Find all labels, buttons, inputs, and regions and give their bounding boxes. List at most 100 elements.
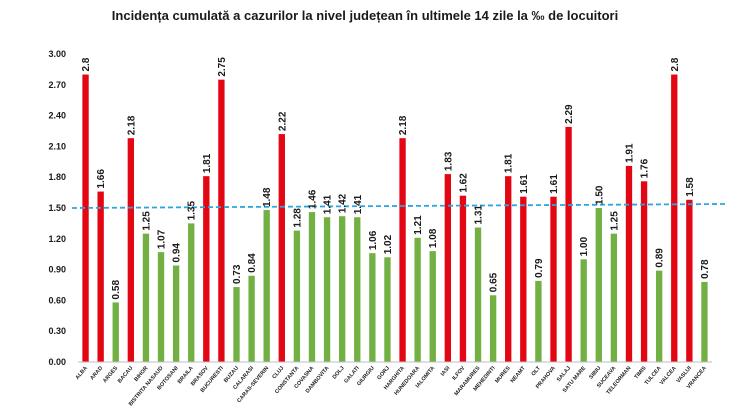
data-label: 1.28 [292, 208, 303, 228]
data-label: 1.06 [368, 230, 379, 250]
y-tick-label: 0.30 [48, 326, 66, 336]
bar [127, 138, 134, 362]
data-label: 1.25 [609, 211, 620, 231]
bar [112, 302, 119, 362]
bar [550, 196, 557, 362]
bar [142, 233, 150, 362]
y-tick-label: 3.00 [48, 49, 66, 59]
threshold-line [71, 203, 727, 209]
data-label: 1.58 [685, 177, 696, 197]
bar [580, 259, 587, 362]
bar [323, 217, 331, 362]
data-label: 1.41 [323, 194, 334, 214]
y-tick-label: 1.50 [48, 203, 66, 213]
x-tick-label: DOLJ [332, 365, 346, 380]
bar [595, 208, 602, 362]
bar [459, 195, 467, 362]
bar [535, 280, 542, 362]
bar [354, 217, 361, 362]
bar [97, 191, 104, 362]
bar [414, 237, 421, 362]
data-label: 1.62 [458, 173, 469, 193]
bar [369, 253, 376, 362]
bar [233, 287, 240, 362]
data-label: 1.08 [428, 228, 439, 248]
y-tick-label: 0.90 [48, 265, 66, 275]
bar [248, 275, 255, 362]
y-tick-label: 2.10 [48, 141, 66, 151]
data-label: 1.07 [157, 229, 168, 249]
x-tick-label: ALBA [75, 365, 89, 381]
data-label: 0.73 [232, 264, 243, 284]
data-label: 1.31 [474, 205, 485, 225]
chart-title: Incidența cumulată a cazurilor la nivel … [112, 8, 618, 23]
data-label: 1.66 [96, 169, 107, 189]
data-label: 1.81 [202, 153, 213, 173]
bar [625, 165, 633, 362]
y-tick-label: 0.60 [48, 295, 66, 305]
x-tick-label: MURES [494, 365, 512, 384]
data-label: 1.41 [353, 194, 364, 214]
data-label: 2.75 [217, 57, 228, 77]
data-label: 0.58 [111, 280, 122, 300]
x-tick-label: NEAMT [510, 365, 528, 384]
data-label: 1.42 [338, 193, 349, 213]
bar [82, 74, 89, 362]
data-label: 1.76 [640, 158, 651, 178]
bar [505, 176, 512, 362]
data-label: 0.78 [700, 259, 711, 279]
data-label: 1.61 [519, 174, 530, 194]
y-tick-label: 0.00 [48, 357, 66, 367]
data-label: 1.25 [141, 211, 152, 231]
x-tick-label: GORJ [376, 365, 391, 381]
data-label: 0.94 [172, 243, 183, 263]
bar [444, 174, 451, 362]
data-label: 2.8 [81, 57, 92, 71]
data-label: 1.83 [443, 151, 454, 171]
data-label: 0.84 [247, 253, 258, 273]
x-tick-label: TIMIS [634, 365, 648, 380]
bar [686, 199, 693, 362]
y-axis: 0.00 0.30 0.60 0.90 1.20 1.50 1.80 2.10 2.40 2.70… [48, 49, 66, 367]
data-label: 2.18 [126, 115, 137, 135]
bar [384, 257, 391, 362]
data-label: 1.48 [262, 187, 273, 207]
y-tick-label: 1.80 [48, 172, 66, 182]
y-tick-label: 2.70 [48, 80, 66, 90]
bar [701, 281, 708, 362]
data-label: 1.81 [504, 153, 515, 173]
data-label: 0.89 [655, 248, 666, 268]
x-tick-label: CLUJ [271, 365, 285, 380]
bar [565, 126, 572, 362]
x-tick-label: OLT [531, 365, 543, 377]
bar [172, 265, 180, 362]
bar [339, 216, 346, 362]
bar [399, 138, 406, 362]
bars [82, 74, 708, 363]
y-tick-label: 2.40 [48, 111, 66, 121]
data-label: 0.79 [534, 258, 545, 278]
data-label: 2.29 [564, 104, 575, 124]
threshold-line-group [71, 203, 727, 209]
x-tick-label: IASI [440, 365, 452, 377]
value-labels: 2.8 1.66 0.58 2.18 1.25 1.07 0.94 1.35 1.81 2.75 0… [81, 57, 711, 300]
y-tick-label: 1.20 [48, 234, 66, 244]
data-label: 1.02 [383, 234, 394, 254]
data-label: 1.35 [187, 200, 198, 220]
bar [218, 79, 225, 363]
bar [278, 134, 285, 362]
bar [671, 74, 678, 362]
data-label: 1.91 [624, 143, 635, 163]
x-tick-label: SIBIU [588, 365, 602, 380]
data-label: 1.61 [549, 174, 560, 194]
data-label: 1.46 [307, 189, 318, 209]
bar [308, 212, 316, 362]
data-label: 2.22 [277, 111, 288, 131]
bar [474, 227, 482, 362]
data-label: 1.50 [594, 185, 605, 205]
data-label: 2.18 [398, 115, 409, 135]
bar [263, 210, 270, 362]
data-label: 0.65 [489, 272, 500, 292]
